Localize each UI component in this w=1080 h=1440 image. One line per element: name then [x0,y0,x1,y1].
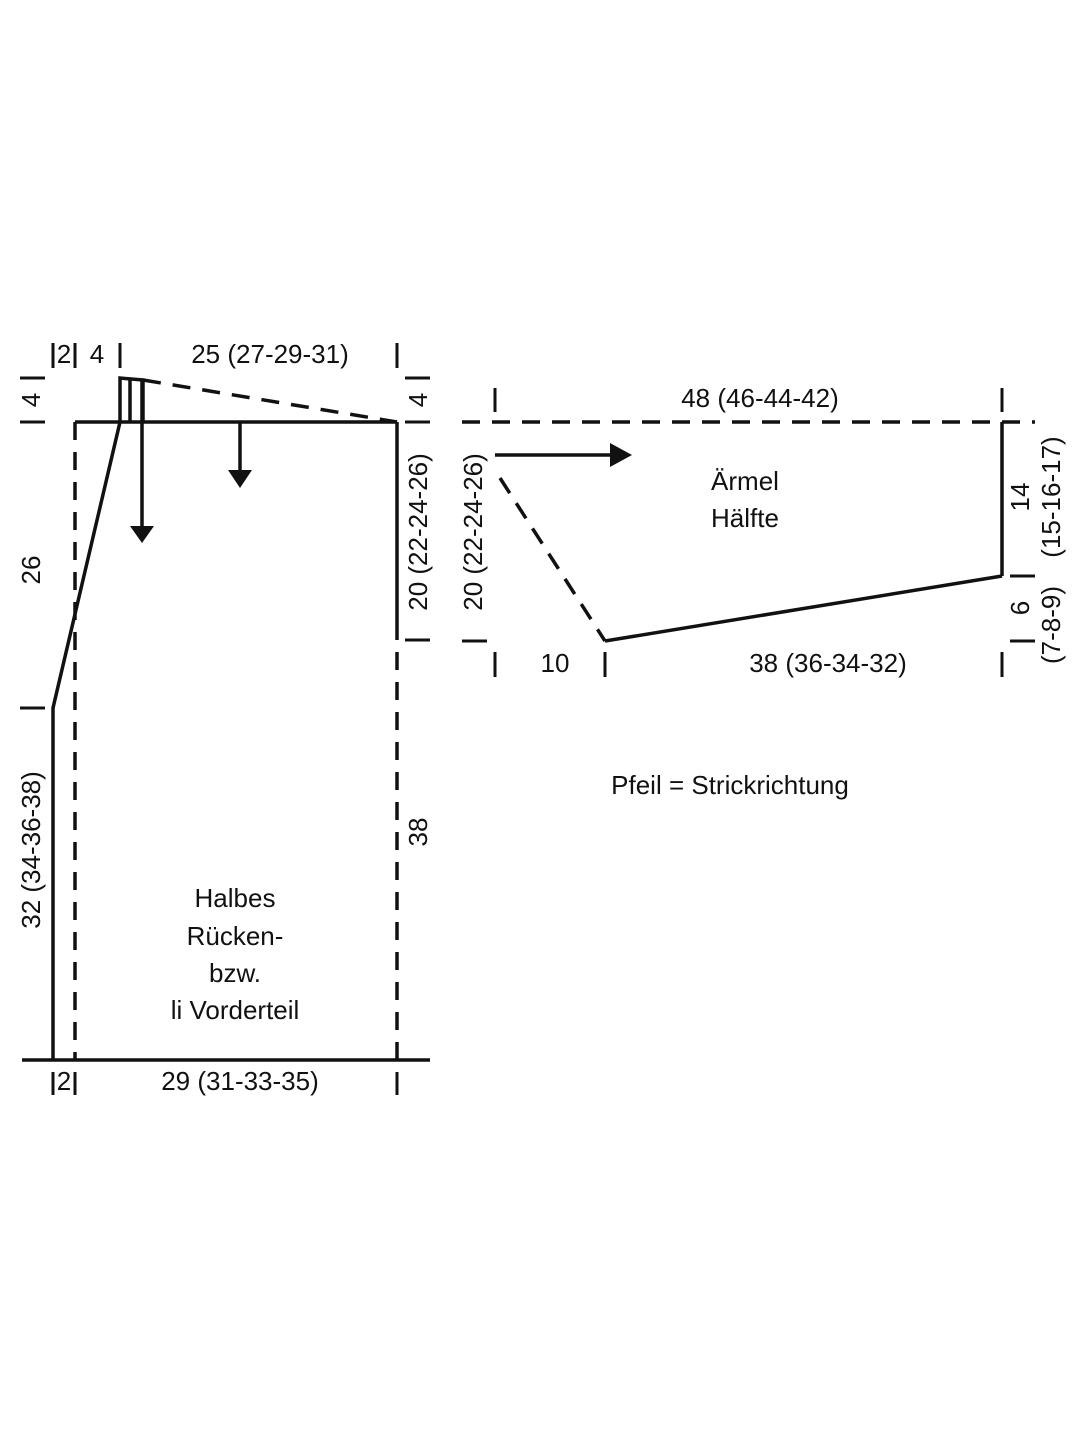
legend-note: Pfeil = Strickrichtung [611,770,849,800]
front-edge [51,376,145,1060]
dimension: 4 [90,339,104,369]
dimension: 25 (27-29-31) [191,339,349,369]
dimension: 10 [541,648,570,678]
piece-label: Rücken- [187,921,284,951]
dimension: 29 (31-33-35) [161,1066,319,1096]
dimension: 2 [57,339,71,369]
dimension: 38 [403,818,433,847]
dimension: 4 [403,393,433,407]
arrow-head [130,526,154,543]
sleeve-cap [498,477,607,642]
piece-label: li Vorderteil [171,995,300,1025]
shoulder-slope [142,378,398,424]
dimension: 32 (34-36-38) [16,771,46,929]
dimension: (15-16-17) [1036,436,1066,557]
piece-label: Halbes [195,883,276,913]
dimension-ticks [20,343,430,1095]
dimension: 48 (46-44-42) [681,383,839,413]
arrow-head [228,470,252,488]
dimension: 26 [16,556,46,585]
dimension: 2 [57,1066,71,1096]
dimension-ticks [462,388,1035,677]
dimension: 4 [16,393,46,407]
piece-label: Ärmel [711,466,779,496]
dimension: (7-8-9) [1036,586,1066,664]
back-piece: 2 4 25 (27-29-31) 4 4 26 20 (22-24-26) 3… [16,339,433,1096]
piece-label: bzw. [209,958,261,988]
dimension: 20 (22-24-26) [403,453,433,611]
arrow-head [610,443,632,467]
dimension: 6 [1005,601,1035,615]
piece-label: Hälfte [711,503,779,533]
sleeve-piece: 48 (46-44-42) 20 (22-24-26) Ärmel Hälfte… [458,383,1066,678]
dimension: 14 [1005,483,1035,512]
sleeve-underarm [604,574,1003,643]
dimension: 20 (22-24-26) [458,453,488,611]
dimension: 38 (36-34-32) [749,648,907,678]
